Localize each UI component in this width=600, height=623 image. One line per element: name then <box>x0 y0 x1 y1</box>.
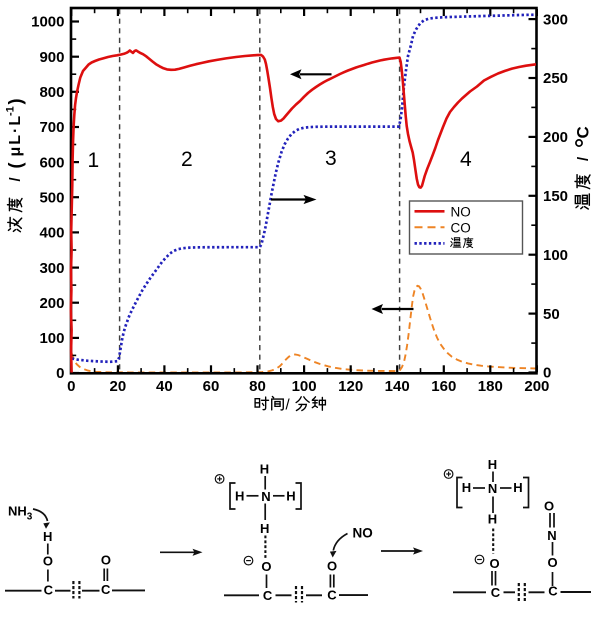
svg-text:0: 0 <box>56 365 64 382</box>
svg-text:): ) <box>6 99 26 105</box>
svg-text:H: H <box>513 480 522 495</box>
svg-text:H: H <box>260 462 269 477</box>
svg-text:NH: NH <box>8 504 27 519</box>
svg-text:0: 0 <box>543 365 551 382</box>
svg-text:H: H <box>235 488 244 503</box>
svg-text:500: 500 <box>39 189 64 206</box>
svg-text:C: C <box>263 588 273 603</box>
svg-text:100: 100 <box>292 378 317 395</box>
svg-text:160: 160 <box>431 378 456 395</box>
svg-text:H: H <box>286 488 295 503</box>
svg-text:200: 200 <box>543 129 568 146</box>
svg-text:800: 800 <box>39 84 64 101</box>
svg-text:40: 40 <box>156 378 173 395</box>
svg-text:50: 50 <box>543 306 560 323</box>
svg-text:H: H <box>488 512 497 527</box>
svg-text:1000: 1000 <box>31 14 64 31</box>
svg-text:2: 2 <box>181 148 193 171</box>
svg-text:600: 600 <box>39 154 64 171</box>
svg-text:100: 100 <box>543 247 568 264</box>
svg-text:/: / <box>286 397 291 414</box>
svg-text:O: O <box>261 559 271 574</box>
svg-text:-1: -1 <box>5 106 17 116</box>
svg-text:H: H <box>43 529 52 544</box>
svg-text:C: C <box>327 588 337 603</box>
svg-text:C: C <box>44 583 54 598</box>
svg-text:NO: NO <box>451 204 471 219</box>
svg-text:C: C <box>101 582 111 597</box>
svg-text:250: 250 <box>543 70 568 87</box>
svg-text:O: O <box>43 553 53 568</box>
svg-text:H: H <box>260 521 269 536</box>
svg-text:CO: CO <box>451 220 471 235</box>
svg-text:200: 200 <box>39 295 64 312</box>
svg-text:140: 140 <box>385 378 410 395</box>
svg-text:0: 0 <box>67 378 75 395</box>
svg-text:O: O <box>327 559 337 574</box>
svg-text:3: 3 <box>27 512 33 523</box>
svg-text:1: 1 <box>88 149 100 172</box>
svg-text:150: 150 <box>543 188 568 205</box>
svg-text:200: 200 <box>524 378 549 395</box>
svg-text:C: C <box>491 585 501 600</box>
svg-text:O: O <box>101 553 111 568</box>
svg-text:O: O <box>489 556 499 571</box>
svg-text:/: / <box>7 177 24 182</box>
svg-text:900: 900 <box>39 49 64 66</box>
svg-text:80: 80 <box>249 378 266 395</box>
svg-text:N: N <box>261 489 270 504</box>
svg-text:20: 20 <box>110 378 127 395</box>
svg-text:100: 100 <box>39 330 64 347</box>
svg-text:60: 60 <box>203 378 220 395</box>
svg-text:H: H <box>488 457 497 472</box>
svg-text:4: 4 <box>460 148 472 171</box>
svg-text:C: C <box>574 126 593 138</box>
svg-text:180: 180 <box>478 378 503 395</box>
svg-text:N: N <box>547 528 556 543</box>
svg-text:700: 700 <box>39 119 64 136</box>
svg-text:O: O <box>544 498 554 513</box>
svg-text:120: 120 <box>338 378 363 395</box>
svg-text:H: H <box>462 480 471 495</box>
svg-text:NO: NO <box>353 526 373 541</box>
svg-text:μL·L: μL·L <box>7 114 24 157</box>
svg-text:300: 300 <box>543 11 568 28</box>
svg-text:/: / <box>575 156 592 161</box>
svg-text:400: 400 <box>39 225 64 242</box>
svg-text:O: O <box>547 555 557 570</box>
svg-text:N: N <box>488 481 497 496</box>
svg-text:300: 300 <box>39 260 64 277</box>
svg-text:3: 3 <box>325 147 337 170</box>
svg-text:(: ( <box>6 163 26 169</box>
svg-text:C: C <box>548 584 558 599</box>
